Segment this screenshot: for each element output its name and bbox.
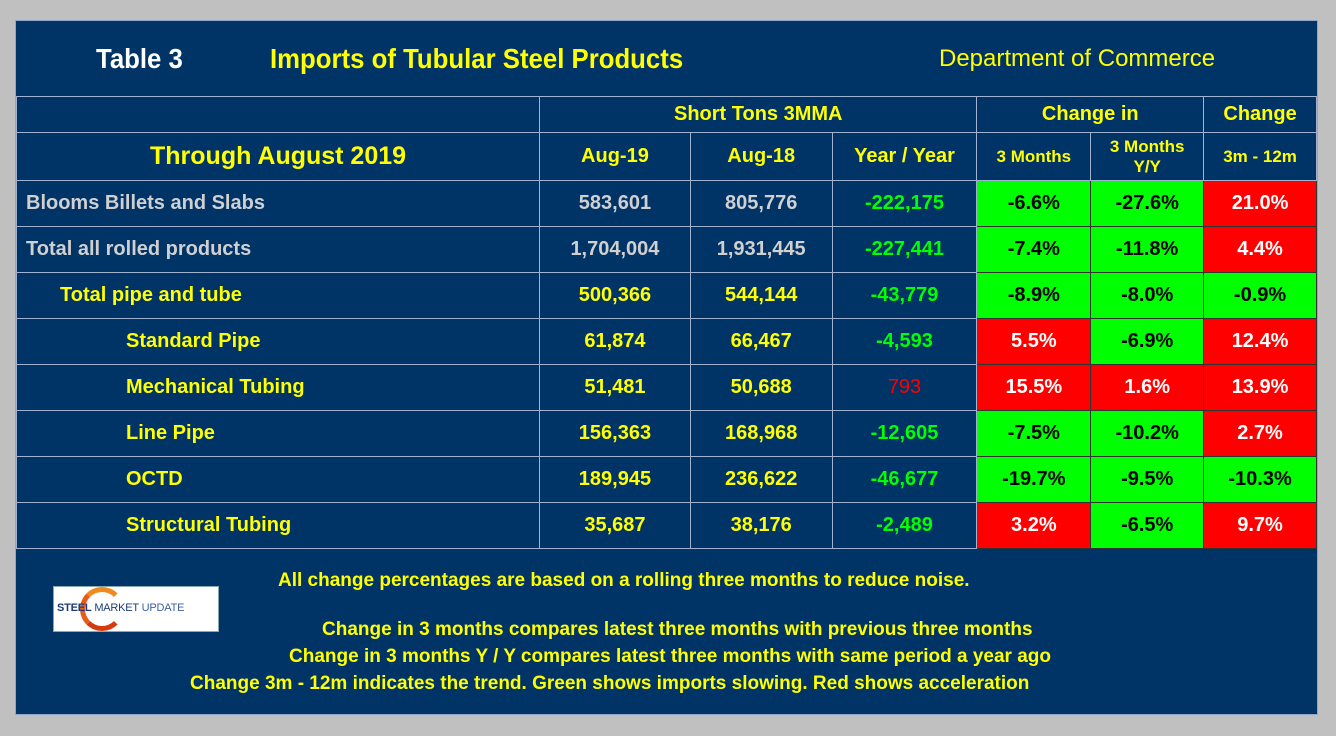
yoy-value: -222,175 xyxy=(831,180,978,227)
table-row: Structural Tubing 35,687 38,176 -2,489 3… xyxy=(15,502,1317,549)
note-rolling: All change percentages are based on a ro… xyxy=(278,570,970,591)
header-3m-12m: 3m - 12m xyxy=(1203,132,1317,181)
table-row: OCTD 189,945 236,622 -46,677 -19.7% -9.5… xyxy=(15,456,1317,503)
aug19-value: 51,481 xyxy=(539,364,691,411)
header-year-over-year: Year / Year xyxy=(831,132,978,181)
yoy-value: -12,605 xyxy=(831,410,978,457)
change-3m-cell: -7.5% xyxy=(976,410,1092,457)
header-3-months-yy: 3 Months Y/Y xyxy=(1090,132,1205,181)
change-3m-cell: 5.5% xyxy=(976,318,1092,365)
change-3m-yy-cell: -27.6% xyxy=(1090,180,1205,227)
change-3m-cell: -7.4% xyxy=(976,226,1092,273)
header-3-months: 3 Months xyxy=(976,132,1092,181)
change-3m-12m-cell: -0.9% xyxy=(1203,272,1317,319)
row-label: Structural Tubing xyxy=(15,502,541,549)
change-3m-yy-cell: -6.5% xyxy=(1090,502,1205,549)
aug19-value: 1,704,004 xyxy=(539,226,691,273)
imports-table: Short Tons 3MMA Change in Change Through… xyxy=(15,96,1317,549)
aug18-value: 805,776 xyxy=(689,180,833,227)
note-change-3m-12m: Change 3m - 12m indicates the trend. Gre… xyxy=(190,673,1030,694)
steel-market-update-logo: STEEL MARKET UPDATE xyxy=(53,586,219,632)
aug19-value: 61,874 xyxy=(539,318,691,365)
table-row: Standard Pipe 61,874 66,467 -4,593 5.5% … xyxy=(15,318,1317,365)
header-row-groups: Short Tons 3MMA Change in Change xyxy=(15,96,1317,133)
aug19-value: 189,945 xyxy=(539,456,691,503)
table-title: Imports of Tubular Steel Products xyxy=(270,43,684,74)
row-label: Total pipe and tube xyxy=(15,272,541,319)
aug19-value: 156,363 xyxy=(539,410,691,457)
aug19-value: 583,601 xyxy=(539,180,691,227)
header-3-months-yy-line2: Y/Y xyxy=(1133,156,1161,176)
header-aug18: Aug-18 xyxy=(689,132,833,181)
change-3m-12m-cell: 4.4% xyxy=(1203,226,1317,273)
row-label: Total all rolled products xyxy=(15,226,541,273)
aug18-value: 38,176 xyxy=(689,502,833,549)
change-3m-cell: -6.6% xyxy=(976,180,1092,227)
change-3m-yy-cell: -9.5% xyxy=(1090,456,1205,503)
change-3m-yy-cell: -11.8% xyxy=(1090,226,1205,273)
header-period: Through August 2019 xyxy=(15,132,541,181)
row-label: Mechanical Tubing xyxy=(15,364,541,411)
header-short-tons: Short Tons 3MMA xyxy=(539,96,978,133)
change-3m-yy-cell: -8.0% xyxy=(1090,272,1205,319)
note-change-3m: Change in 3 months compares latest three… xyxy=(322,619,1033,640)
table-number: Table 3 xyxy=(96,43,183,74)
row-label: Standard Pipe xyxy=(15,318,541,365)
header-change-in: Change in xyxy=(976,96,1205,133)
change-3m-cell: 3.2% xyxy=(976,502,1092,549)
table-row: Total all rolled products 1,704,004 1,93… xyxy=(15,226,1317,273)
change-3m-cell: -8.9% xyxy=(976,272,1092,319)
aug19-value: 35,687 xyxy=(539,502,691,549)
table-row: Line Pipe 156,363 168,968 -12,605 -7.5% … xyxy=(15,410,1317,457)
change-3m-yy-cell: -10.2% xyxy=(1090,410,1205,457)
table-row: Blooms Billets and Slabs 583,601 805,776… xyxy=(15,180,1317,227)
change-3m-12m-cell: 12.4% xyxy=(1203,318,1317,365)
change-3m-cell: -19.7% xyxy=(976,456,1092,503)
yoy-value: -43,779 xyxy=(831,272,978,319)
header-aug19: Aug-19 xyxy=(539,132,691,181)
aug18-value: 236,622 xyxy=(689,456,833,503)
imports-table-panel: Table 3 Imports of Tubular Steel Product… xyxy=(15,20,1318,715)
title-row: Table 3 Imports of Tubular Steel Product… xyxy=(16,21,1317,96)
change-3m-12m-cell: 21.0% xyxy=(1203,180,1317,227)
change-3m-12m-cell: -10.3% xyxy=(1203,456,1317,503)
aug18-value: 544,144 xyxy=(689,272,833,319)
change-3m-yy-cell: 1.6% xyxy=(1090,364,1205,411)
row-label: Blooms Billets and Slabs xyxy=(15,180,541,227)
header-change: Change xyxy=(1203,96,1317,133)
table-row: Total pipe and tube 500,366 544,144 -43,… xyxy=(15,272,1317,319)
yoy-value: -2,489 xyxy=(831,502,978,549)
yoy-value: -46,677 xyxy=(831,456,978,503)
header-blank xyxy=(15,96,541,133)
change-3m-12m-cell: 13.9% xyxy=(1203,364,1317,411)
change-3m-yy-cell: -6.9% xyxy=(1090,318,1205,365)
change-3m-12m-cell: 2.7% xyxy=(1203,410,1317,457)
yoy-value: -4,593 xyxy=(831,318,978,365)
change-3m-12m-cell: 9.7% xyxy=(1203,502,1317,549)
logo-arc-icon xyxy=(80,587,124,631)
data-source: Department of Commerce xyxy=(939,45,1216,72)
aug18-value: 50,688 xyxy=(689,364,833,411)
aug18-value: 66,467 xyxy=(689,318,833,365)
logo-text: STEEL MARKET UPDATE xyxy=(57,602,185,614)
aug18-value: 1,931,445 xyxy=(689,226,833,273)
row-label: Line Pipe xyxy=(15,410,541,457)
header-3-months-yy-line1: 3 Months xyxy=(1109,136,1185,156)
aug18-value: 168,968 xyxy=(689,410,833,457)
row-label: OCTD xyxy=(15,456,541,503)
note-change-3m-yy: Change in 3 months Y / Y compares latest… xyxy=(289,646,1051,667)
change-3m-cell: 15.5% xyxy=(976,364,1092,411)
yoy-value: -227,441 xyxy=(831,226,978,273)
yoy-value: 793 xyxy=(831,364,978,411)
header-row-columns: Through August 2019 Aug-19 Aug-18 Year /… xyxy=(15,132,1317,181)
table-row: Mechanical Tubing 51,481 50,688 793 15.5… xyxy=(15,364,1317,411)
aug19-value: 500,366 xyxy=(539,272,691,319)
